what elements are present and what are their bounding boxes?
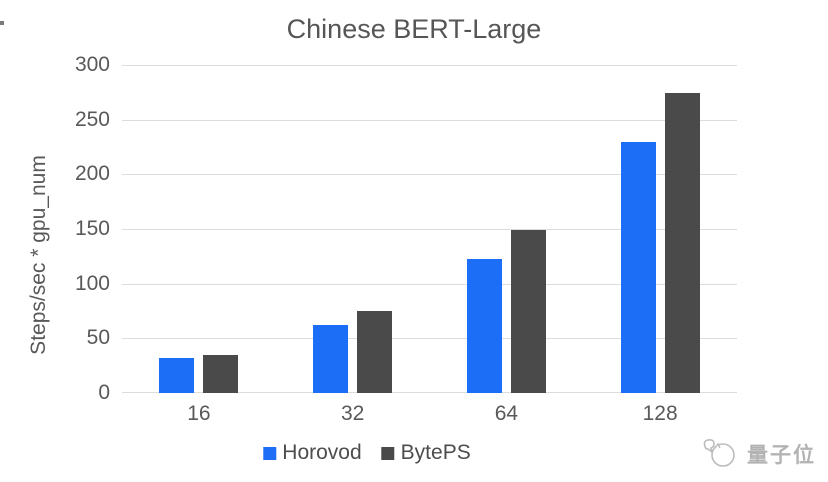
y-tick-label: 250	[74, 107, 110, 131]
y-tick-label: 300	[74, 53, 110, 76]
gridline	[122, 338, 737, 340]
y-tick-label: 50	[86, 326, 110, 350]
legend-label: BytePS	[400, 441, 471, 464]
plot-area	[122, 65, 737, 393]
chart-title: Chinese BERT-Large	[286, 14, 542, 44]
bar-horovod-64	[466, 258, 502, 393]
gridline	[122, 65, 737, 66]
bar-byteps-64	[510, 230, 546, 393]
bar-horovod-32	[313, 325, 349, 393]
gridline	[122, 392, 737, 393]
y-tick-label: 100	[74, 271, 110, 295]
legend: Horovod BytePS	[263, 441, 471, 465]
bar-byteps-16	[203, 354, 239, 393]
x-tick-label: 32	[340, 402, 365, 425]
legend-swatch	[381, 446, 395, 460]
bar-horovod-16	[159, 358, 195, 393]
x-tick-label: 16	[187, 402, 211, 425]
legend-item-horovod: Horovod	[263, 441, 362, 465]
y-tick-label: 150	[74, 217, 110, 240]
y-tick-label: 200	[74, 162, 110, 186]
gridline	[122, 229, 737, 230]
bar-byteps-128	[664, 93, 700, 393]
x-tick-label: 64	[494, 402, 519, 425]
y-tick-label: 0	[98, 381, 110, 404]
legend-swatch	[263, 446, 277, 460]
bar-byteps-32	[357, 311, 393, 393]
watermark-text: 量子位	[747, 444, 816, 467]
qbitai-logo-icon	[701, 438, 741, 470]
x-tick-label: 128	[642, 402, 678, 425]
gridline	[122, 119, 737, 121]
legend-label: Horovod	[282, 441, 362, 464]
bar-horovod-128	[620, 141, 656, 393]
legend-item-byteps: BytePS	[381, 441, 471, 465]
watermark: 量子位	[701, 438, 816, 470]
gridline	[122, 174, 737, 176]
screenshot-edge-artifact	[0, 21, 4, 25]
gridline	[122, 283, 737, 285]
